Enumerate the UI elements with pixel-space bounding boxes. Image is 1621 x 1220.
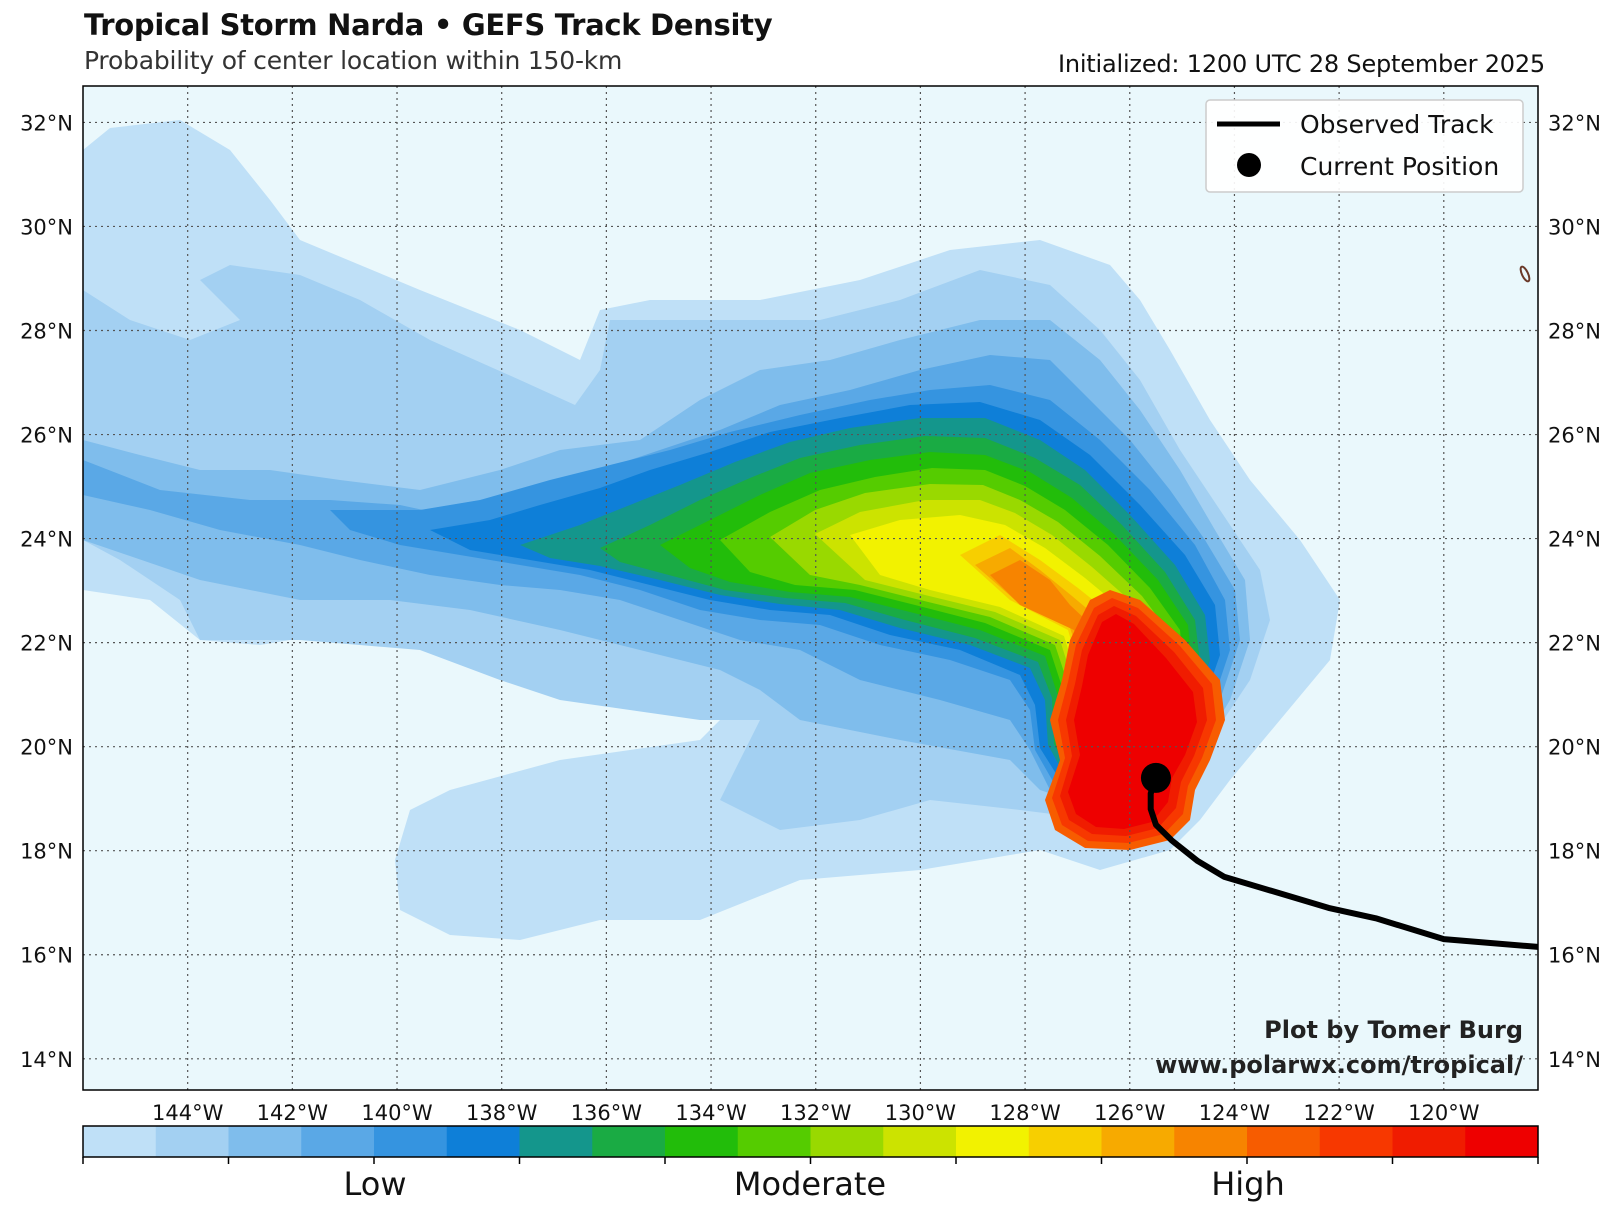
lat-tick-label-left: 18°N	[20, 840, 73, 864]
lon-tick-label: 138°W	[466, 1101, 538, 1125]
lat-tick-label-left: 26°N	[20, 424, 73, 448]
credit-line-2: www.polarwx.com/tropical/	[1155, 1051, 1523, 1079]
observed-track-layer	[1140, 762, 1538, 950]
lat-tick-label-right: 32°N	[1548, 111, 1601, 135]
lat-tick-label-right: 30°N	[1548, 215, 1601, 239]
colorbar-segment	[592, 1126, 666, 1157]
lon-tick-label: 128°W	[989, 1101, 1061, 1125]
colorbar	[82, 1125, 1539, 1164]
colorbar-segment	[1319, 1126, 1393, 1157]
colorbar-segment	[301, 1126, 375, 1157]
lon-tick-label: 120°W	[1408, 1101, 1480, 1125]
colorbar-segment	[810, 1126, 884, 1157]
colorbar-segment	[737, 1126, 811, 1157]
colorbar-label-high: High	[1211, 1165, 1285, 1203]
lon-tick-label: 144°W	[152, 1101, 224, 1125]
lat-tick-label-left: 14°N	[20, 1048, 73, 1072]
coastline-island	[1519, 265, 1531, 283]
colorbar-segment	[155, 1126, 229, 1157]
colorbar-segment	[1392, 1126, 1466, 1157]
legend: Observed Track Current Position	[1205, 99, 1524, 193]
lat-tick-label-right: 28°N	[1548, 319, 1601, 343]
lat-tick-label-left: 32°N	[20, 111, 73, 135]
colorbar-segment	[519, 1126, 593, 1157]
colorbar-segment	[665, 1126, 739, 1157]
colorbar-segment	[1028, 1126, 1102, 1157]
axis-tick-labels: 144°W 142°W 140°W 138°W 136°W 134°W 132°W 130°W…	[20, 111, 1601, 1125]
colorbar-segment	[1465, 1126, 1539, 1157]
lon-tick-label: 140°W	[361, 1101, 433, 1125]
legend-observed-track-label: Observed Track	[1300, 110, 1494, 139]
colorbar-segment	[374, 1126, 448, 1157]
lat-tick-label-left: 30°N	[20, 215, 73, 239]
lat-tick-label-left: 28°N	[20, 319, 73, 343]
page-subtitle: Probability of center location within 15…	[84, 46, 623, 75]
lat-tick-label-right: 14°N	[1548, 1048, 1601, 1072]
density-level-1b	[83, 240, 230, 330]
colorbar-segment	[446, 1126, 520, 1157]
lat-tick-label-right: 26°N	[1548, 424, 1601, 448]
current-position-marker	[1140, 762, 1171, 793]
lon-tick-label: 132°W	[780, 1101, 852, 1125]
colorbar-segment	[228, 1126, 302, 1157]
legend-position-swatch	[1237, 153, 1261, 177]
colorbar-label-moderate: Moderate	[734, 1165, 886, 1203]
observed-track	[1147, 774, 1538, 950]
colorbar-segment	[956, 1126, 1030, 1157]
legend-current-position-label: Current Position	[1300, 152, 1499, 181]
lon-tick-label: 122°W	[1303, 1101, 1375, 1125]
lon-tick-label: 130°W	[885, 1101, 957, 1125]
lat-tick-label-right: 20°N	[1548, 736, 1601, 760]
lat-tick-label-left: 24°N	[20, 528, 73, 552]
colorbar-segment	[1247, 1126, 1321, 1157]
colorbar-segment	[883, 1126, 957, 1157]
lon-tick-label: 142°W	[257, 1101, 329, 1125]
lat-tick-label-right: 16°N	[1548, 944, 1601, 968]
map-frame	[82, 85, 1539, 1091]
colorbar-segment	[1101, 1126, 1175, 1157]
colorbar-segment	[83, 1126, 157, 1157]
initialized-time: Initialized: 1200 UTC 28 September 2025	[1057, 50, 1545, 78]
credit-line-1: Plot by Tomer Burg	[1264, 1016, 1523, 1044]
lat-tick-label-right: 18°N	[1548, 840, 1601, 864]
colorbar-segment	[1174, 1126, 1248, 1157]
legend-box	[1205, 99, 1524, 193]
lon-tick-label: 136°W	[571, 1101, 643, 1125]
lat-tick-label-right: 24°N	[1548, 528, 1601, 552]
colorbar-label-low: Low	[343, 1165, 406, 1203]
lon-tick-label: 124°W	[1199, 1101, 1271, 1125]
page-title: Tropical Storm Narda • GEFS Track Densit…	[84, 8, 773, 42]
lat-tick-label-left: 20°N	[20, 736, 73, 760]
lon-tick-label: 134°W	[675, 1101, 747, 1125]
lat-tick-label-left: 16°N	[20, 944, 73, 968]
lon-tick-label: 126°W	[1094, 1101, 1166, 1125]
lat-tick-label-left: 22°N	[20, 632, 73, 656]
lat-tick-label-right: 22°N	[1548, 632, 1601, 656]
